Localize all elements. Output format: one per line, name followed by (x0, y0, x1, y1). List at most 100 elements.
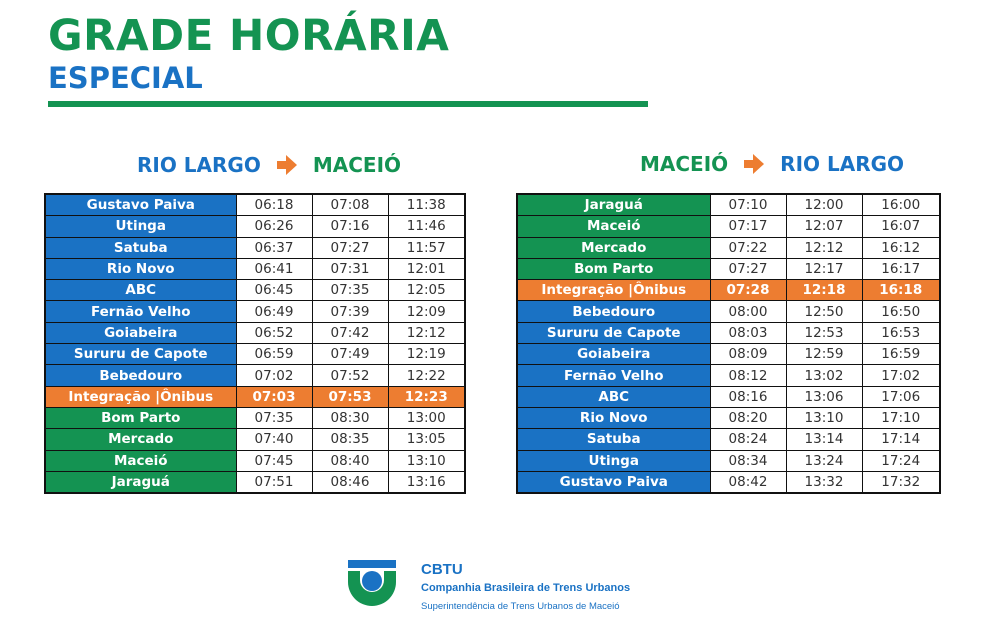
route-destination: RIO LARGO (780, 152, 905, 176)
departure-time: 07:27 (709, 257, 787, 281)
station-name: Gustavo Paiva (44, 193, 237, 217)
departure-time: 12:17 (785, 257, 863, 281)
station-name: Goiabeira (516, 343, 711, 366)
departure-time: 12:19 (387, 343, 466, 366)
departure-time: 16:07 (861, 215, 941, 238)
table-row: Utinga 08:34 13:24 17:24 (516, 449, 941, 472)
departure-time: 07:17 (709, 215, 787, 238)
departure-time: 11:46 (387, 215, 466, 238)
departure-time: 11:38 (387, 193, 466, 217)
table-row: Sururu de Capote 06:59 07:49 12:19 (44, 343, 466, 366)
route-header-rio-largo-maceio: RIO LARGO MACEIÓ (137, 150, 401, 180)
departure-time: 12:23 (387, 385, 466, 408)
station-name: Maceió (516, 215, 711, 238)
arrow-right-icon (744, 154, 765, 174)
table-row: ABC 08:16 13:06 17:06 (516, 385, 941, 408)
brand-short: CBTU (421, 561, 463, 578)
departure-time: 07:35 (311, 279, 389, 302)
table-row: Rio Novo 08:20 13:10 17:10 (516, 406, 941, 430)
station-name: Satuba (516, 428, 711, 451)
station-name: ABC (516, 385, 711, 408)
departure-time: 17:32 (861, 470, 941, 494)
departure-time: 16:18 (861, 279, 941, 302)
departure-time: 12:07 (785, 215, 863, 238)
table-row: Satuba 06:37 07:27 11:57 (44, 236, 466, 259)
table-row: Maceió 07:17 12:07 16:07 (516, 215, 941, 238)
departure-time: 13:32 (785, 470, 863, 494)
departure-time: 08:03 (709, 321, 787, 345)
station-name: Jaraguá (44, 470, 237, 494)
route-header-maceio-rio-largo: MACEIÓ RIO LARGO (640, 149, 904, 179)
departure-time: 17:14 (861, 428, 941, 451)
departure-time: 07:42 (311, 321, 389, 345)
station-name: Rio Novo (44, 257, 237, 281)
table-row: Mercado 07:22 12:12 16:12 (516, 236, 941, 259)
departure-time: 12:59 (785, 343, 863, 366)
table-row: Integração |Ônibus 07:03 07:53 12:23 (44, 385, 466, 408)
departure-time: 16:59 (861, 343, 941, 366)
brand-block: CBTU Companhia Brasileira de Trens Urban… (421, 561, 630, 614)
departure-time: 12:09 (387, 300, 466, 323)
table-row: ABC 06:45 07:35 12:05 (44, 279, 466, 302)
arrow-right-icon (276, 155, 297, 175)
departure-time: 08:24 (709, 428, 787, 451)
departure-time: 12:53 (785, 321, 863, 345)
departure-time: 06:18 (235, 193, 313, 217)
departure-time: 08:35 (311, 428, 389, 451)
departure-time: 16:00 (861, 193, 941, 217)
departure-time: 06:45 (235, 279, 313, 302)
departure-time: 08:20 (709, 406, 787, 430)
route-origin: MACEIÓ (640, 152, 729, 176)
departure-time: 12:12 (387, 321, 466, 345)
departure-time: 07:40 (235, 428, 313, 451)
departure-time: 06:49 (235, 300, 313, 323)
station-name: Bebedouro (44, 364, 237, 387)
route-destination: MACEIÓ (312, 153, 402, 177)
departure-time: 08:16 (709, 385, 787, 408)
departure-time: 12:05 (387, 279, 466, 302)
departure-time: 08:09 (709, 343, 787, 366)
station-name: Bom Parto (44, 406, 237, 430)
table-row: Bebedouro 07:02 07:52 12:22 (44, 364, 466, 387)
departure-time: 12:22 (387, 364, 466, 387)
departure-time: 08:12 (709, 364, 787, 387)
table-row: Rio Novo 06:41 07:31 12:01 (44, 257, 466, 281)
departure-time: 07:52 (311, 364, 389, 387)
table-row: Utinga 06:26 07:16 11:46 (44, 215, 466, 238)
departure-time: 07:10 (709, 193, 787, 217)
station-name: Jaraguá (516, 193, 711, 217)
departure-time: 07:39 (311, 300, 389, 323)
departure-time: 13:02 (785, 364, 863, 387)
departure-time: 07:53 (311, 385, 389, 408)
station-name: Gustavo Paiva (516, 470, 711, 494)
cbtu-logo-icon (348, 560, 396, 606)
table-row: Bom Parto 07:27 12:17 16:17 (516, 257, 941, 281)
departure-time: 16:17 (861, 257, 941, 281)
departure-time: 13:14 (785, 428, 863, 451)
station-name: Utinga (44, 215, 237, 238)
departure-time: 12:12 (785, 236, 863, 259)
departure-time: 06:41 (235, 257, 313, 281)
departure-time: 13:24 (785, 449, 863, 472)
departure-time: 08:30 (311, 406, 389, 430)
table-row: Gustavo Paiva 08:42 13:32 17:32 (516, 470, 941, 494)
table-row: Mercado 07:40 08:35 13:05 (44, 428, 466, 451)
table-row: Integração |Ônibus 07:28 12:18 16:18 (516, 279, 941, 302)
departure-time: 16:50 (861, 300, 941, 323)
departure-time: 08:00 (709, 300, 787, 323)
station-name: Bom Parto (516, 257, 711, 281)
station-name: Mercado (44, 428, 237, 451)
departure-time: 13:10 (387, 449, 466, 472)
departure-time: 17:02 (861, 364, 941, 387)
departure-time: 13:00 (387, 406, 466, 430)
table-row: Goiabeira 08:09 12:59 16:59 (516, 343, 941, 366)
departure-time: 13:10 (785, 406, 863, 430)
departure-time: 07:08 (311, 193, 389, 217)
departure-time: 16:12 (861, 236, 941, 259)
table-row: Fernão Velho 06:49 07:39 12:09 (44, 300, 466, 323)
station-name: Utinga (516, 449, 711, 472)
station-name: Satuba (44, 236, 237, 259)
table-row: Bom Parto 07:35 08:30 13:00 (44, 406, 466, 430)
table-row: Satuba 08:24 13:14 17:14 (516, 428, 941, 451)
departure-time: 17:24 (861, 449, 941, 472)
